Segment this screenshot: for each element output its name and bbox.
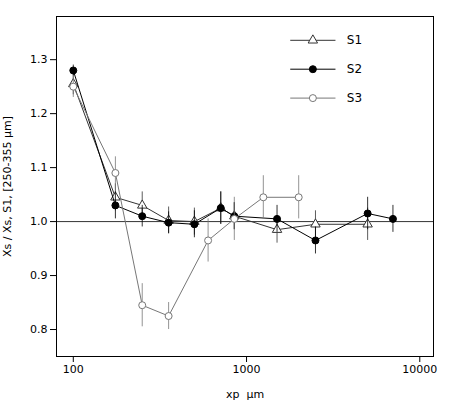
svg-text:1.1: 1.1 <box>30 161 48 174</box>
svg-text:1.2: 1.2 <box>30 107 48 120</box>
svg-text:S2: S2 <box>347 62 362 76</box>
svg-text:1000: 1000 <box>233 363 261 376</box>
svg-text:0.8: 0.8 <box>30 323 48 336</box>
svg-text:10000: 10000 <box>402 363 437 376</box>
svg-text:S1: S1 <box>347 33 362 47</box>
svg-text:1.3: 1.3 <box>30 53 48 66</box>
svg-text:0.9: 0.9 <box>30 269 48 282</box>
svg-text:1.0: 1.0 <box>30 215 48 228</box>
svg-text:S3: S3 <box>347 91 362 105</box>
svg-text:xp μm: xp μm <box>226 388 264 401</box>
svg-text:Xs / Xs, S1, [250-355 μm]: Xs / Xs, S1, [250-355 μm] <box>1 116 14 257</box>
svg-text:100: 100 <box>63 363 84 376</box>
